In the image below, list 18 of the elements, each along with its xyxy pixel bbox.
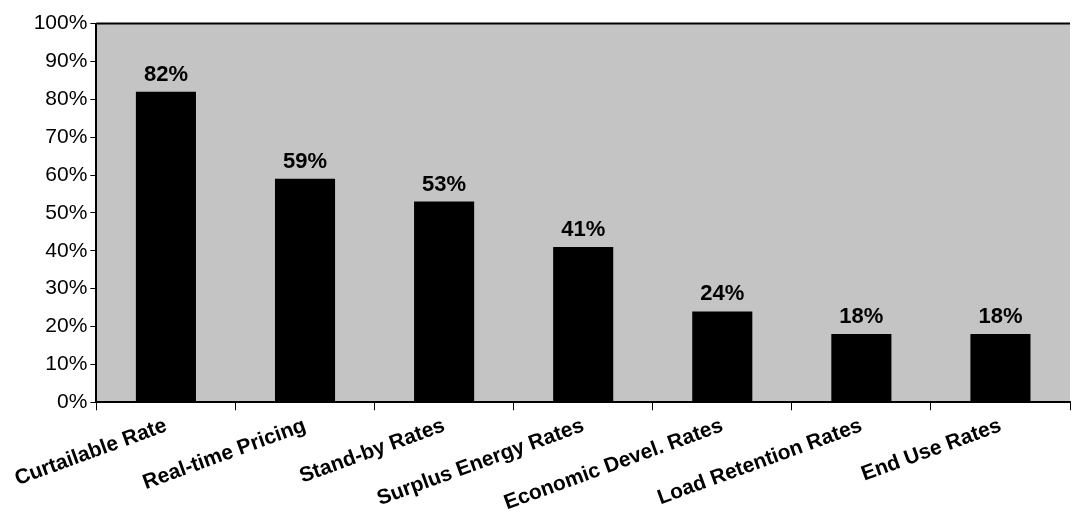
data-label: 53% xyxy=(422,170,467,196)
y-tick-label: 70% xyxy=(45,124,88,147)
y-tick-label: 50% xyxy=(45,199,88,223)
y-tick-label: 80% xyxy=(45,86,88,110)
data-label: 41% xyxy=(561,216,606,242)
y-tick-label: 0% xyxy=(57,389,88,413)
data-label: 59% xyxy=(282,147,328,173)
y-tick-label: 40% xyxy=(45,237,88,261)
data-label: 82% xyxy=(143,60,188,86)
data-label: 18% xyxy=(978,303,1023,329)
y-tick-label: 90% xyxy=(45,48,88,72)
y-tick-label: 30% xyxy=(45,275,88,299)
data-label: 24% xyxy=(700,280,745,306)
data-label: 18% xyxy=(839,303,884,329)
y-tick-label: 20% xyxy=(45,313,88,337)
y-tick-label: 100% xyxy=(33,10,88,34)
y-tick-label: 60% xyxy=(45,161,88,185)
y-tick-label: 10% xyxy=(45,351,88,375)
